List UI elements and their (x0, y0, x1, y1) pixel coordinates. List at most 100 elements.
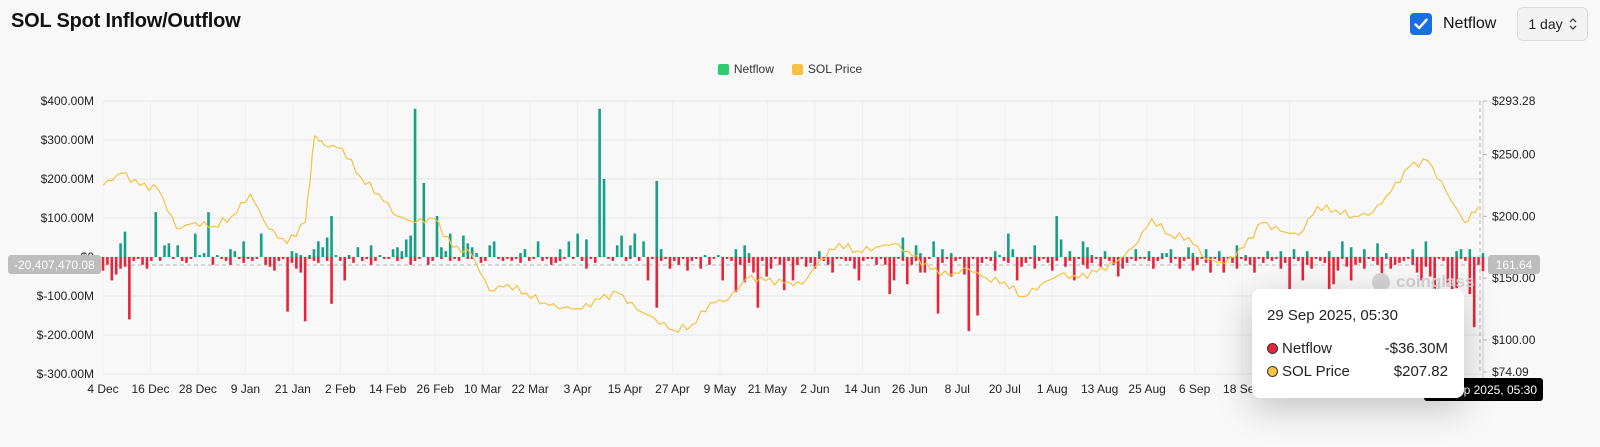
netflow-bar-positive (207, 212, 210, 257)
x-tick-label: 3 Apr (564, 382, 592, 396)
netflow-bar-negative (255, 257, 259, 259)
netflow-bar-negative (1279, 257, 1283, 269)
netflow-bar-negative (360, 257, 364, 261)
netflow-bar-positive (734, 249, 738, 257)
netflow-bar-negative (1042, 257, 1045, 259)
netflow-bar-negative (1178, 257, 1182, 269)
netflow-bar-negative (440, 257, 443, 259)
netflow-bar-negative (1481, 257, 1485, 272)
x-tick-label: 26 Jun (892, 382, 928, 396)
netflow-bar-negative (339, 257, 342, 261)
netflow-bar-negative (778, 257, 782, 265)
netflow-bar-negative (563, 257, 566, 259)
netflow-bar-positive (519, 253, 522, 257)
netflow-bar-positive (334, 255, 338, 257)
chevron-updown-icon (1569, 18, 1577, 30)
netflow-bar-negative (374, 257, 377, 261)
netflow-bar-positive (409, 235, 412, 257)
netflow-bar-negative (330, 257, 333, 304)
netflow-bar-negative (1200, 257, 1204, 259)
netflow-bar-positive (378, 255, 382, 257)
netflow-bar-positive (1305, 251, 1309, 257)
netflow-bar-negative (528, 257, 531, 261)
x-tick-label: 14 Jun (844, 382, 880, 396)
x-tick-label: 16 Dec (131, 382, 169, 396)
legend-item-netflow[interactable]: Netflow (717, 62, 774, 76)
netflow-bar-negative (141, 257, 144, 265)
netflow-bar-negative (787, 257, 790, 261)
netflow-bar-negative (246, 257, 250, 259)
netflow-bar-positive (1244, 255, 1247, 257)
legend-item-sol-price[interactable]: SOL Price (791, 62, 862, 76)
netflow-toggle[interactable]: Netflow (1410, 11, 1496, 37)
netflow-bar-negative (791, 257, 795, 281)
netflow-bar-negative (1138, 257, 1142, 259)
x-tick-label: 13 Aug (1081, 382, 1118, 396)
netflow-bar-positive (396, 247, 399, 257)
netflow-bar-positive (1385, 253, 1388, 257)
netflow-bar-negative (919, 257, 922, 273)
netflow-bar-negative (1433, 257, 1436, 296)
period-select[interactable]: 1 day (1517, 7, 1588, 41)
netflow-bar-negative (1341, 257, 1344, 259)
netflow-bar-negative (813, 257, 817, 269)
netflow-bar-negative (308, 257, 311, 259)
y-left-tick-label: $-100.00M (37, 289, 94, 303)
x-tick-label: 9 Jan (231, 382, 260, 396)
netflow-bar-positive (1007, 233, 1010, 257)
tooltip-label-sol-price: SOL Price (1282, 363, 1350, 380)
netflow-bar-positive (347, 255, 351, 257)
netflow-bar-negative (1257, 257, 1261, 259)
x-tick-label: 18 Sep (1223, 382, 1261, 396)
netflow-bar-negative (831, 257, 834, 273)
netflow-bar-negative (409, 257, 412, 265)
netflow-bar-negative (1442, 257, 1445, 261)
tooltip-dot-netflow (1267, 343, 1278, 354)
netflow-bar-negative (264, 257, 267, 265)
netflow-bar-negative (400, 257, 404, 259)
netflow-bar-positive (620, 235, 623, 257)
netflow-bar-positive (233, 251, 237, 257)
netflow-bar-positive (321, 247, 325, 257)
x-tick-label: 26 Feb (417, 382, 455, 396)
netflow-bar-negative (664, 257, 667, 259)
netflow-checkbox[interactable] (1410, 13, 1432, 35)
netflow-bar-negative (963, 257, 966, 275)
netflow-bar-negative (1450, 257, 1454, 304)
netflow-bar-negative (976, 257, 979, 316)
netflow-bar-negative (1363, 257, 1366, 269)
x-tick-label: 25 Aug (1128, 382, 1165, 396)
netflow-bar-negative (1174, 257, 1177, 259)
netflow-bar-negative (989, 257, 993, 261)
netflow-bar-negative (1354, 257, 1357, 265)
netflow-bar-negative (1402, 257, 1406, 261)
netflow-bar-negative (1182, 257, 1186, 261)
netflow-bar-positive (444, 251, 448, 257)
netflow-bar-negative (646, 257, 650, 281)
netflow-bar-negative (1305, 257, 1309, 265)
netflow-bar-positive (1055, 216, 1058, 257)
netflow-bar-negative (1187, 257, 1190, 259)
netflow-bar-negative (1099, 257, 1102, 267)
netflow-bar-negative (954, 257, 957, 261)
netflow-bar-negative (870, 257, 874, 259)
netflow-bar-negative (396, 257, 399, 261)
netflow-bar-negative (1191, 257, 1195, 271)
netflow-bar-positive (1147, 251, 1151, 257)
x-tick-label: 14 Feb (369, 382, 407, 396)
netflow-bar-positive (1292, 249, 1296, 257)
netflow-bar-negative (1398, 257, 1401, 263)
netflow-bar-positive (914, 245, 918, 257)
netflow-bar-negative (251, 257, 254, 261)
netflow-bar-negative (1050, 257, 1054, 271)
netflow-bar-positive (1376, 243, 1379, 257)
netflow-bar-negative (286, 257, 289, 312)
legend-swatch-sol-price (791, 63, 803, 75)
netflow-bar-negative (743, 257, 746, 283)
netflow-bar-positive (1169, 249, 1173, 257)
netflow-bar-negative (888, 257, 891, 295)
netflow-bar-negative (1094, 257, 1098, 259)
netflow-bar-negative (145, 257, 149, 269)
netflow-bar-negative (985, 257, 988, 259)
